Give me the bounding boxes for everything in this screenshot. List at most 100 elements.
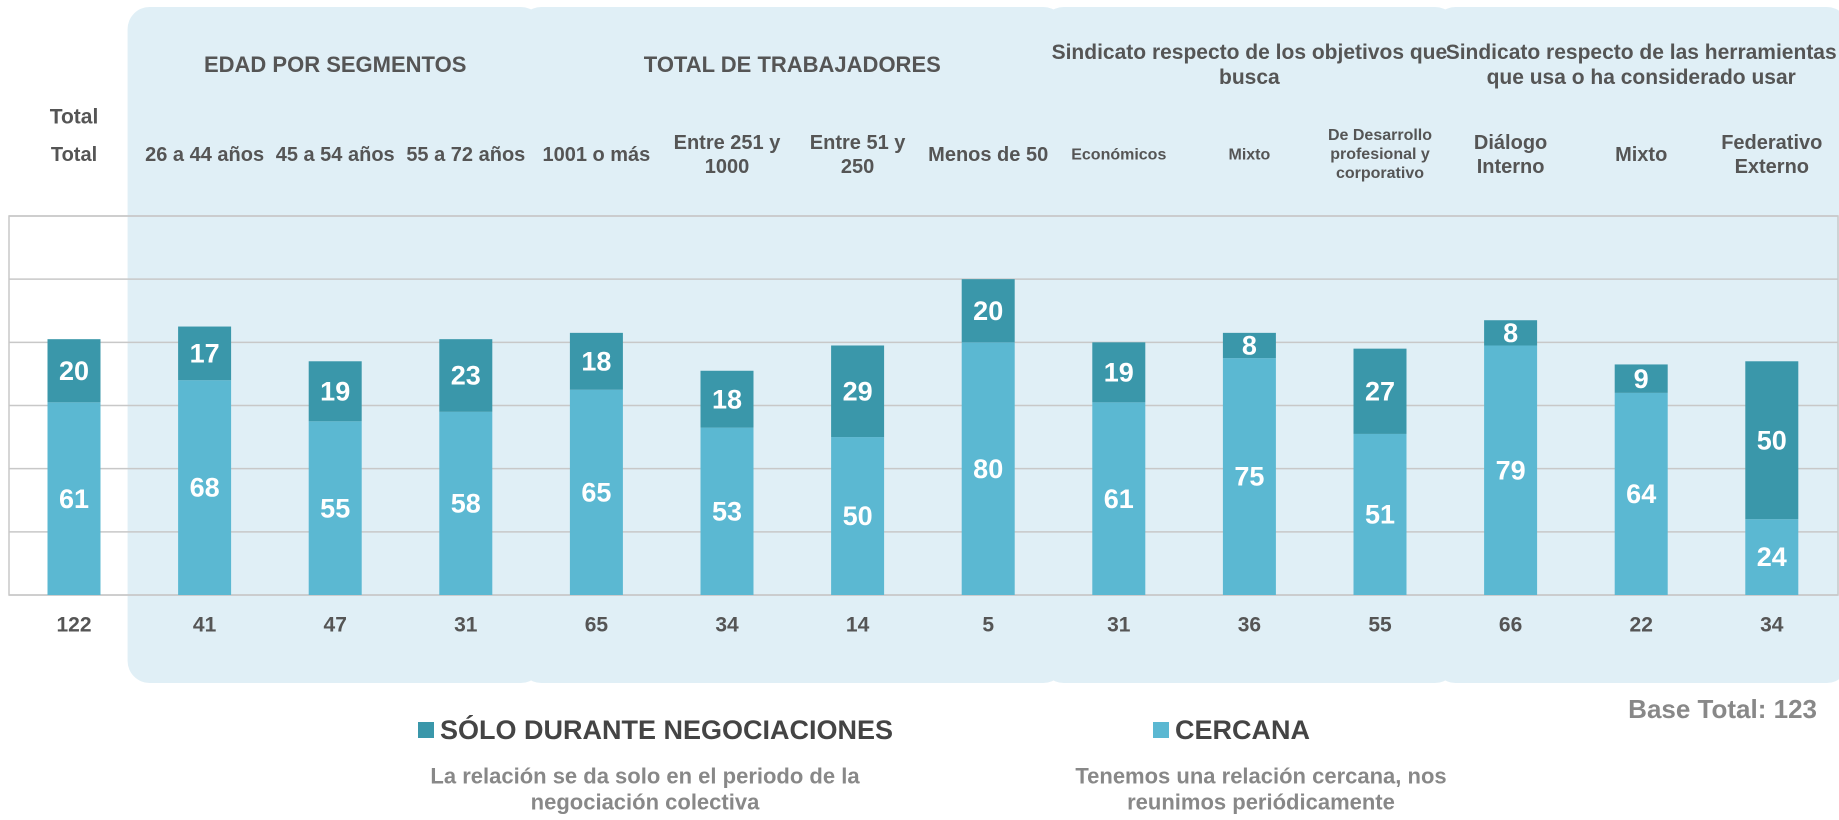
bar-segment bbox=[178, 380, 232, 595]
data-label: 18 bbox=[581, 346, 611, 376]
base-label: 66 bbox=[1499, 614, 1522, 637]
data-label: 27 bbox=[1365, 376, 1395, 406]
legend-swatch bbox=[418, 722, 434, 738]
legend-description: Tenemos una relación cercana, nos reunim… bbox=[1075, 763, 1447, 815]
data-label: 65 bbox=[581, 477, 611, 507]
base-label: 41 bbox=[193, 614, 217, 637]
data-label: 55 bbox=[320, 493, 350, 523]
data-label: 68 bbox=[190, 473, 220, 503]
data-label: 19 bbox=[320, 376, 350, 406]
data-label: 61 bbox=[1104, 484, 1134, 514]
x-tick-label: De Desarrollo profesional y corporativo bbox=[1327, 127, 1433, 183]
bar-segment bbox=[1745, 519, 1799, 595]
data-label: 51 bbox=[1365, 500, 1395, 530]
bar-segment bbox=[1353, 348, 1407, 434]
base-label: 34 bbox=[715, 614, 739, 637]
base-label: 36 bbox=[1238, 614, 1261, 637]
x-tick-label: 55 a 72 años bbox=[406, 144, 526, 166]
legend-label: CERCANA bbox=[1175, 715, 1310, 745]
base-label: 34 bbox=[1760, 614, 1784, 637]
base-label: 55 bbox=[1368, 614, 1392, 637]
bar-segment bbox=[700, 370, 754, 428]
data-label: 80 bbox=[973, 454, 1003, 484]
bar-segment bbox=[1222, 332, 1276, 359]
bar-segment bbox=[308, 361, 362, 422]
x-tick-label: Diálogo Interno bbox=[1473, 132, 1548, 178]
bar-segment bbox=[47, 339, 101, 403]
bar-segment bbox=[308, 421, 362, 595]
base-label: 65 bbox=[585, 614, 609, 637]
x-tick-label: Total bbox=[50, 144, 98, 166]
bar-segment bbox=[1092, 402, 1146, 595]
x-tick-label: 1001 o más bbox=[542, 144, 651, 166]
bar-segment bbox=[831, 345, 885, 438]
data-label: 24 bbox=[1757, 542, 1787, 572]
data-label: 50 bbox=[1757, 425, 1787, 455]
base-label: 5 bbox=[982, 614, 994, 637]
data-label: 18 bbox=[712, 384, 742, 414]
data-label: 79 bbox=[1496, 455, 1526, 485]
bar-segment bbox=[1353, 433, 1407, 595]
x-tick-label: Menos de 50 bbox=[928, 144, 1049, 166]
bar-segment bbox=[1092, 342, 1146, 403]
data-label: 20 bbox=[59, 356, 89, 386]
legend-label: SÓLO DURANTE NEGOCIACIONES bbox=[440, 714, 893, 745]
data-label: 17 bbox=[190, 339, 220, 369]
bar-segment bbox=[1614, 392, 1668, 595]
data-label: 8 bbox=[1242, 331, 1257, 361]
data-label: 75 bbox=[1234, 462, 1264, 492]
data-label: 58 bbox=[451, 489, 481, 519]
x-tick-label: Mixto bbox=[1615, 144, 1668, 166]
data-label: 8 bbox=[1503, 318, 1518, 348]
bar-segment bbox=[961, 342, 1015, 595]
data-label: 23 bbox=[451, 361, 481, 391]
base-label: 14 bbox=[846, 614, 870, 637]
base-label: 31 bbox=[1107, 614, 1131, 637]
bar-segment bbox=[47, 402, 101, 595]
total-label: Total bbox=[49, 105, 99, 129]
bar-segment bbox=[1484, 345, 1538, 595]
bar-segment bbox=[569, 332, 623, 390]
data-label: 50 bbox=[843, 501, 873, 531]
x-tick-label: 45 a 54 años bbox=[275, 144, 395, 166]
bar-segment bbox=[961, 279, 1015, 343]
data-label: 64 bbox=[1626, 479, 1656, 509]
x-tick-label: Entre 251 y 1000 bbox=[673, 132, 781, 178]
x-tick-label: Entre 51 y 250 bbox=[809, 132, 906, 178]
base-label: 122 bbox=[56, 614, 91, 637]
group-title: TOTAL DE TRABAJADORES bbox=[643, 51, 941, 77]
x-tick-label: Económicos bbox=[1071, 146, 1167, 164]
bar-segment bbox=[178, 326, 232, 381]
legend-swatch bbox=[1153, 722, 1169, 738]
bar-segment bbox=[569, 389, 623, 595]
bar-segment bbox=[1614, 364, 1668, 393]
x-tick-label: Federativo Externo bbox=[1721, 132, 1823, 178]
bar-segment bbox=[439, 339, 493, 412]
group-title: EDAD POR SEGMENTOS bbox=[203, 51, 467, 77]
bar-segment bbox=[1484, 320, 1538, 346]
data-label: 29 bbox=[843, 376, 873, 406]
bar-segment bbox=[700, 427, 754, 595]
data-label: 61 bbox=[59, 484, 89, 514]
data-label: 9 bbox=[1634, 364, 1649, 394]
group-title: Sindicato respecto de los objetivos que … bbox=[1051, 40, 1448, 89]
bar-segment bbox=[439, 411, 493, 595]
bar-segment bbox=[1745, 361, 1799, 520]
data-label: 53 bbox=[712, 496, 742, 526]
legend-description: La relación se da solo en el periodo de … bbox=[430, 763, 860, 815]
base-label: 47 bbox=[324, 614, 347, 637]
base-label: 22 bbox=[1630, 614, 1653, 637]
x-tick-label: 26 a 44 años bbox=[145, 144, 265, 166]
group-panel bbox=[519, 7, 1066, 683]
data-label: 19 bbox=[1104, 357, 1134, 387]
data-label: 20 bbox=[973, 296, 1003, 326]
base-total: Base Total: 123 bbox=[1628, 694, 1817, 724]
group-panel bbox=[127, 7, 543, 683]
bar-segment bbox=[1222, 358, 1276, 595]
group-title: Sindicato respecto de las herramientas q… bbox=[1445, 40, 1837, 89]
x-tick-label: Mixto bbox=[1228, 146, 1271, 164]
base-label: 31 bbox=[454, 614, 478, 637]
bar-segment bbox=[831, 437, 885, 595]
